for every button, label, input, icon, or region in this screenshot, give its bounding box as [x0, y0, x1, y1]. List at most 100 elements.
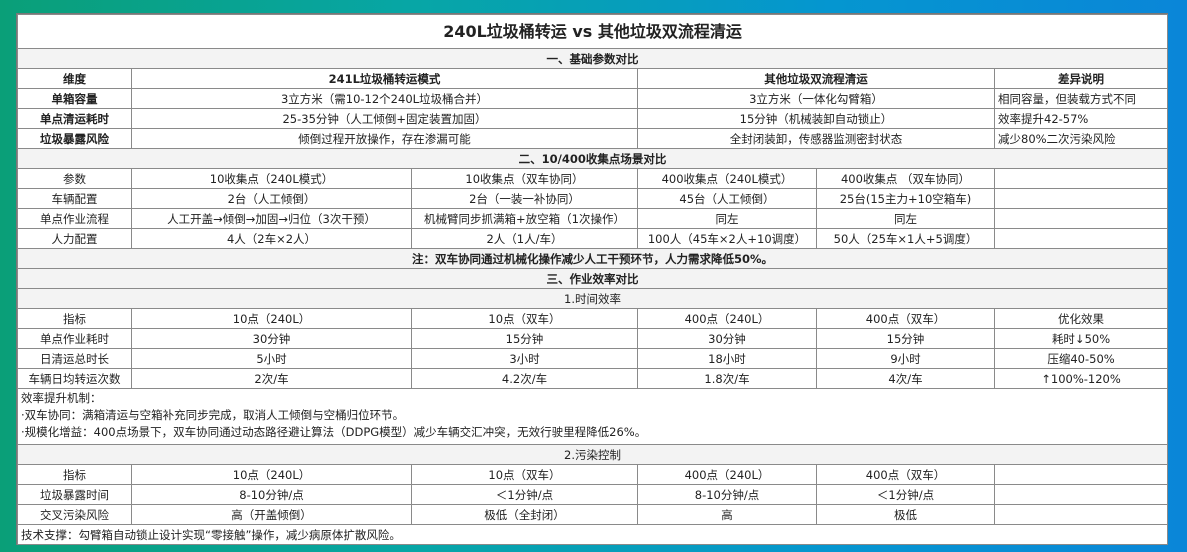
cell: 同左: [637, 208, 817, 229]
cell: 400点（双车）: [816, 464, 995, 485]
cell: 400收集点 （双车协同）: [816, 168, 995, 189]
cell: 15分钟: [411, 328, 638, 349]
cell: [993, 504, 1169, 525]
row-label: 车辆日均转运次数: [17, 368, 132, 389]
table-row: 垃圾暴露风险 倾倒过程开放操作，存在渗漏可能 全封闭装卸，传感器监测密封状态 减少80…: [17, 128, 1169, 149]
note-text: 注：双车协同通过机械化操作减少人工干预环节，人力需求降低50%。: [16, 248, 1169, 269]
row-label: 人力配置: [17, 228, 132, 249]
row-label: 单点作业耗时: [17, 328, 132, 349]
row-label: 垃圾暴露时间: [17, 484, 132, 505]
cell: 优化效果: [993, 308, 1169, 329]
cell: 2人（1人/车）: [411, 228, 638, 249]
table-row: 垃圾暴露时间 8-10分钟/点 ＜1分钟/点 8-10分钟/点 ＜1分钟/点: [17, 484, 1169, 505]
cell: ↑100%-120%: [993, 368, 1169, 389]
comparison-sheet: 240L垃圾桶转运 vs 其他垃圾双流程清运 一、基础参数对比 维度 241L垃…: [16, 13, 1169, 545]
cell: 机械臂同步抓满箱+放空箱（1次操作）: [411, 208, 638, 229]
cell: 压缩40-50%: [993, 348, 1169, 369]
cell: [993, 168, 1169, 189]
mechanism-line: ·规模化增益：400点场景下，双车协同通过动态路径避让算法（DDPG模型）减少车…: [21, 425, 647, 439]
cell: ＜1分钟/点: [411, 484, 638, 505]
mechanism-text: 效率提升机制： ·双车协同：满箱清运与空箱补充同步完成，取消人工倾倒与空桶归位环节…: [16, 388, 1169, 445]
cell: 全封闭装卸，传感器监测密封状态: [637, 128, 995, 149]
cell: 15分钟: [816, 328, 995, 349]
cell: 2台（人工倾倒）: [131, 188, 412, 209]
comparison-table: 240L垃圾桶转运 vs 其他垃圾双流程清运 一、基础参数对比 维度 241L垃…: [16, 14, 1169, 545]
cell: 10点（240L）: [131, 464, 412, 485]
cell: 30分钟: [131, 328, 412, 349]
table-row: 人力配置 4人（2车×2人） 2人（1人/车） 100人（45车×2人+10调度） 50…: [17, 228, 1169, 249]
cell: 9小时: [816, 348, 995, 369]
row-label: 垃圾暴露风险: [17, 128, 132, 149]
cell: 3立方米（需10-12个240L垃圾桶合并）: [131, 88, 638, 109]
cell: 倾倒过程开放操作，存在渗漏可能: [131, 128, 638, 149]
cell: 5小时: [131, 348, 412, 369]
cell: 400点（240L）: [637, 308, 817, 329]
cell: [993, 208, 1169, 229]
cell: 高: [637, 504, 817, 525]
row-label: 交叉污染风险: [17, 504, 132, 525]
cell: 400收集点（240L模式）: [637, 168, 817, 189]
section-heading: 一、基础参数对比: [16, 48, 1169, 69]
table-row: 参数 10收集点（240L模式） 10收集点（双车协同） 400收集点（240L模式）…: [17, 168, 1169, 189]
table-row: 单箱容量 3立方米（需10-12个240L垃圾桶合并） 3立方米（一体化勾臂箱） 相同…: [17, 88, 1169, 109]
row-label: 车辆配置: [17, 188, 132, 209]
subsection-heading: 1.时间效率: [16, 288, 1169, 309]
cell: 极低（全封闭）: [411, 504, 638, 525]
section-heading: 三、作业效率对比: [16, 268, 1169, 289]
cell: 3立方米（一体化勾臂箱）: [637, 88, 995, 109]
cell: ＜1分钟/点: [816, 484, 995, 505]
mechanism-line: ·双车协同：满箱清运与空箱补充同步完成，取消人工倾倒与空桶归位环节。: [21, 408, 405, 422]
cell: 效率提升42-57%: [993, 108, 1169, 129]
cell: 50人（25车×1人+5调度）: [816, 228, 995, 249]
cell: 25台(15主力+10空箱车): [816, 188, 995, 209]
cell: 减少80%二次污染风险: [993, 128, 1169, 149]
row-label: 单箱容量: [17, 88, 132, 109]
cell: 18小时: [637, 348, 817, 369]
cell: [993, 188, 1169, 209]
table-row: 日清运总时长 5小时 3小时 18小时 9小时 压缩40-50%: [17, 348, 1169, 369]
cell: 人工开盖→倾倒→加固→归位（3次干预）: [131, 208, 412, 229]
cell: [993, 464, 1169, 485]
header-cell: 241L垃圾桶转运模式: [131, 68, 638, 89]
cell: 2台（一装一补协同）: [411, 188, 638, 209]
cell: 1.8次/车: [637, 368, 817, 389]
table-row: 单点清运耗时 25-35分钟（人工倾倒+固定装置加固） 15分钟（机械装卸自动锁止）…: [17, 108, 1169, 129]
cell: 10点（双车）: [411, 308, 638, 329]
header-cell: 差异说明: [993, 68, 1169, 89]
cell: 耗时↓50%: [993, 328, 1169, 349]
cell: 400点（240L）: [637, 464, 817, 485]
section-heading: 二、10/400收集点场景对比: [16, 148, 1169, 169]
cell: 10点（240L）: [131, 308, 412, 329]
cell: [993, 228, 1169, 249]
row-label: 单点清运耗时: [17, 108, 132, 129]
cell: 400点（双车）: [816, 308, 995, 329]
table-row: 指标 10点（240L） 10点（双车） 400点（240L） 400点（双车） 优化效果: [17, 308, 1169, 329]
row-label: 指标: [17, 464, 132, 485]
cell: 极低: [816, 504, 995, 525]
table-row: 单点作业流程 人工开盖→倾倒→加固→归位（3次干预） 机械臂同步抓满箱+放空箱（1次…: [17, 208, 1169, 229]
cell: 25-35分钟（人工倾倒+固定装置加固）: [131, 108, 638, 129]
header-cell: 其他垃圾双流程清运: [637, 68, 995, 89]
cell: 8-10分钟/点: [131, 484, 412, 505]
cell: 2次/车: [131, 368, 412, 389]
cell: 15分钟（机械装卸自动锁止）: [637, 108, 995, 129]
row-label: 单点作业流程: [17, 208, 132, 229]
row-label: 日清运总时长: [17, 348, 132, 369]
cell: 4人（2车×2人）: [131, 228, 412, 249]
table-row: 车辆配置 2台（人工倾倒） 2台（一装一补协同） 45台（人工倾倒） 25台(15主力+…: [17, 188, 1169, 209]
cell: 相同容量，但装载方式不同: [993, 88, 1169, 109]
table-row: 单点作业耗时 30分钟 15分钟 30分钟 15分钟 耗时↓50%: [17, 328, 1169, 349]
table-row: 车辆日均转运次数 2次/车 4.2次/车 1.8次/车 4次/车 ↑100%-120%: [17, 368, 1169, 389]
cell: 30分钟: [637, 328, 817, 349]
row-label: 参数: [17, 168, 132, 189]
support-text: 技术支撑：勾臂箱自动锁止设计实现“零接触”操作，减少病原体扩散风险。: [16, 524, 1169, 545]
subsection-heading: 2.污染控制: [16, 444, 1169, 465]
cell: 同左: [816, 208, 995, 229]
cell: 10收集点（240L模式）: [131, 168, 412, 189]
cell: 3小时: [411, 348, 638, 369]
cell: 高（开盖倾倒）: [131, 504, 412, 525]
cell: 10点（双车）: [411, 464, 638, 485]
cell: 10收集点（双车协同）: [411, 168, 638, 189]
page-title: 240L垃圾桶转运 vs 其他垃圾双流程清运: [16, 14, 1169, 49]
cell: 8-10分钟/点: [637, 484, 817, 505]
